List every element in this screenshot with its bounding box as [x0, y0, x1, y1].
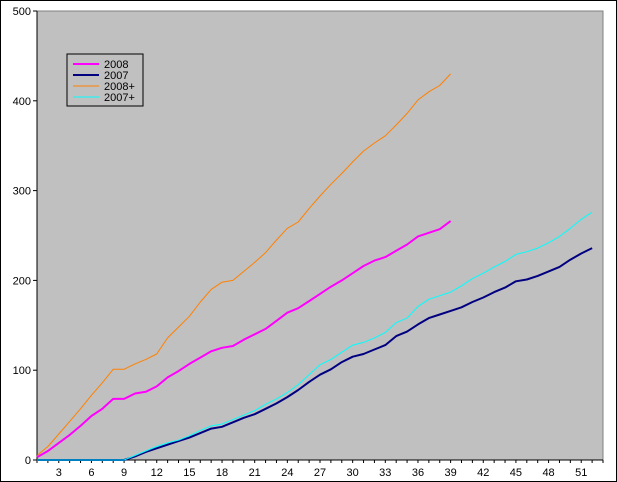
series-layer	[36, 73, 593, 461]
x-tick-label: 27	[314, 467, 326, 479]
y-tick-label: 400	[13, 96, 31, 108]
x-tick-label: 9	[121, 467, 127, 479]
x-tick-label: 24	[281, 467, 293, 479]
x-tick-label: 18	[216, 467, 228, 479]
x-tick-label: 51	[575, 467, 587, 479]
x-tick-label: 3	[56, 467, 62, 479]
x-tick-label: 36	[412, 467, 424, 479]
y-tick-label: 0	[25, 455, 31, 467]
y-tick-label: 500	[13, 6, 31, 18]
y-tick-label: 300	[13, 186, 31, 198]
x-tick-label: 45	[510, 467, 522, 479]
legend-label: 2008+	[104, 81, 135, 93]
y-tick-label: 200	[13, 275, 31, 287]
series-line-2007+	[37, 211, 593, 461]
y-tick-label: 100	[13, 365, 31, 377]
legend-label: 2007	[104, 70, 128, 82]
x-tick-label: 39	[444, 467, 456, 479]
x-tick-label: 21	[249, 467, 261, 479]
x-tick-label: 33	[379, 467, 391, 479]
x-tick-label: 6	[88, 467, 94, 479]
series-line-2008+	[36, 73, 451, 456]
legend-label: 2007+	[104, 92, 135, 104]
x-tick-label: 30	[347, 467, 359, 479]
x-tick-label: 15	[183, 467, 195, 479]
x-tick-label: 48	[542, 467, 554, 479]
x-tick-label: 42	[477, 467, 489, 479]
x-tick-label: 12	[151, 467, 163, 479]
series-line-2008	[36, 220, 452, 459]
legend-label: 2008	[104, 59, 128, 71]
